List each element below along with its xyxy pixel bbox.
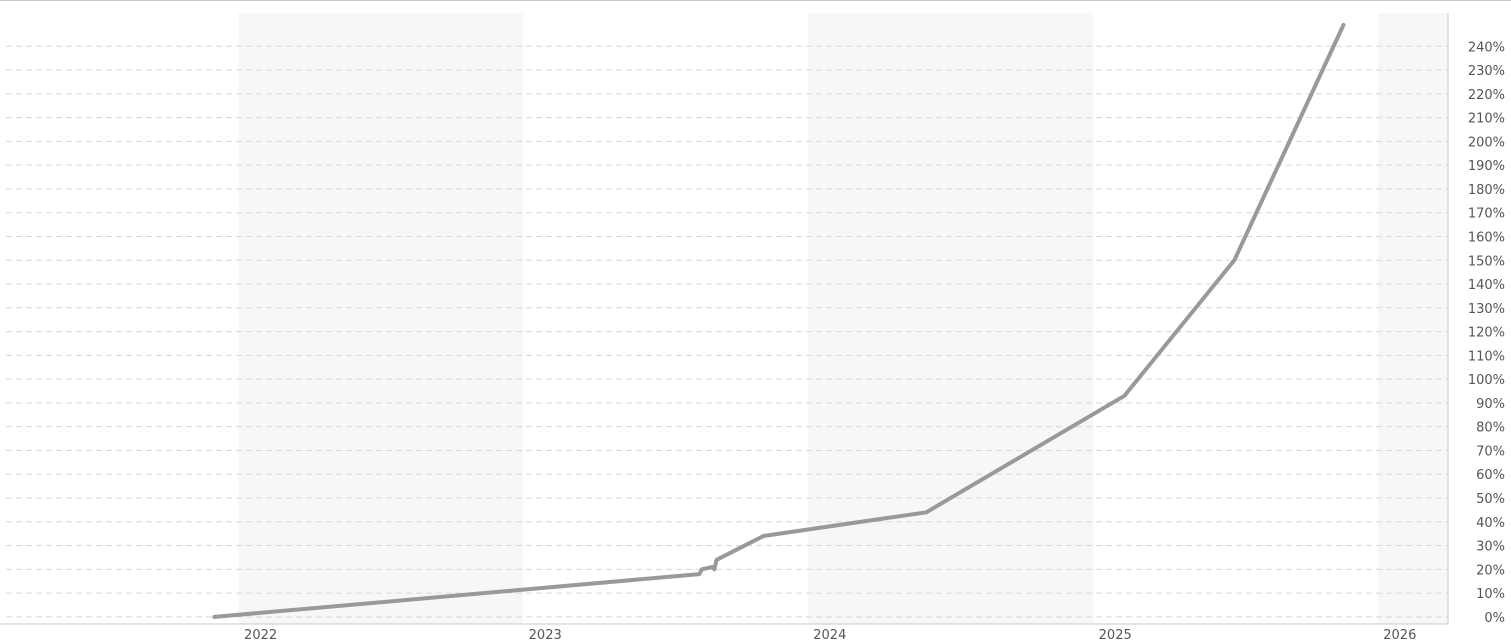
y-tick-label: 170% bbox=[1468, 207, 1505, 222]
y-tick-label: 200% bbox=[1468, 135, 1505, 150]
y-axis-ticks: 0% 10% 20% 30% 40% 50% 60% 70% 80% 90% 100% 110% 120… bbox=[1468, 40, 1505, 626]
grid-lines bbox=[6, 45, 1448, 618]
y-tick-label: 90% bbox=[1476, 397, 1505, 412]
y-tick-label: 190% bbox=[1468, 159, 1505, 174]
y-tick-label: 20% bbox=[1476, 563, 1505, 578]
y-tick-label: 130% bbox=[1468, 302, 1505, 317]
y-tick-label: 160% bbox=[1468, 230, 1505, 245]
y-tick-label: 240% bbox=[1468, 40, 1505, 55]
y-tick-label: 110% bbox=[1468, 349, 1505, 364]
x-tick-label: 2022 bbox=[244, 628, 277, 642]
y-tick-label: 10% bbox=[1476, 587, 1505, 602]
year-band-2024 bbox=[807, 13, 1094, 624]
year-bands bbox=[238, 13, 1448, 624]
y-tick-label: 140% bbox=[1468, 278, 1505, 293]
y-tick-label: 230% bbox=[1468, 64, 1505, 79]
series-line bbox=[212, 22, 1346, 619]
year-band-2026 bbox=[1377, 13, 1448, 624]
y-tick-label: 100% bbox=[1468, 373, 1505, 388]
y-tick-label: 120% bbox=[1468, 326, 1505, 341]
y-tick-label: 70% bbox=[1476, 444, 1505, 459]
x-axis-ticks: 2022 2023 2024 2025 2026 bbox=[244, 628, 1416, 642]
x-tick-label: 2024 bbox=[813, 628, 846, 642]
y-tick-label: 60% bbox=[1476, 468, 1505, 483]
y-tick-label: 0% bbox=[1484, 611, 1505, 626]
y-tick-label: 150% bbox=[1468, 254, 1505, 269]
y-tick-label: 220% bbox=[1468, 88, 1505, 103]
x-tick-label: 2025 bbox=[1099, 628, 1132, 642]
y-tick-label: 30% bbox=[1476, 540, 1505, 555]
y-tick-label: 80% bbox=[1476, 421, 1505, 436]
year-band-2022 bbox=[238, 13, 524, 624]
y-tick-label: 210% bbox=[1468, 112, 1505, 127]
x-tick-label: 2023 bbox=[529, 628, 562, 642]
y-tick-label: 50% bbox=[1476, 492, 1505, 507]
x-tick-label: 2026 bbox=[1383, 628, 1416, 642]
series-group bbox=[212, 22, 1346, 619]
y-tick-label: 180% bbox=[1468, 183, 1505, 198]
y-tick-label: 40% bbox=[1476, 516, 1505, 531]
